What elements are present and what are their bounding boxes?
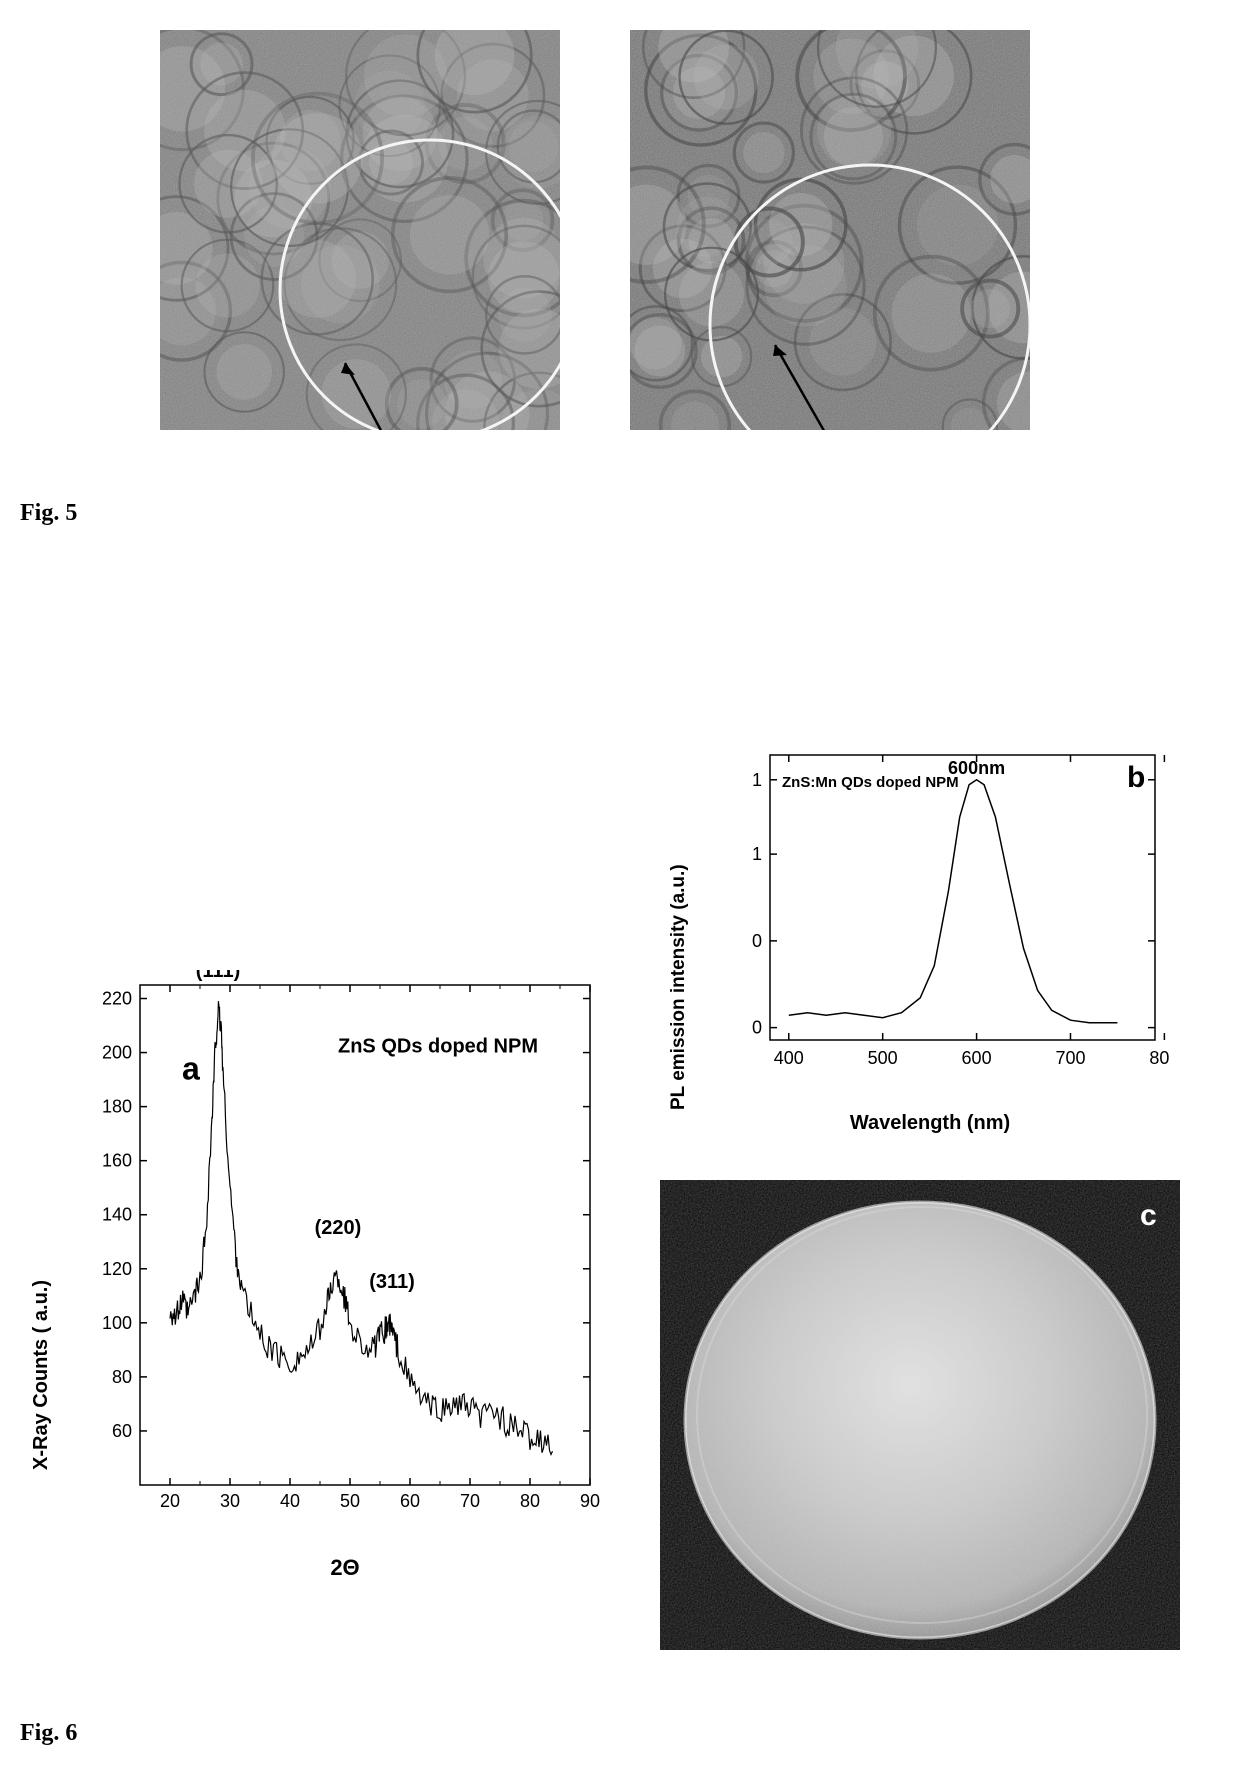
fig5-caption: Fig. 5: [20, 500, 77, 527]
panel-b-ylabel: PL emission intensity (a.u.): [668, 864, 690, 1110]
svg-text:160: 160: [102, 1151, 132, 1171]
svg-text:80: 80: [520, 1491, 540, 1511]
panel-c-image: c: [660, 1180, 1180, 1650]
panel-b: PL emission intensity (a.u.) 400 500 600 70…: [660, 730, 1180, 1160]
svg-text:40: 40: [280, 1491, 300, 1511]
svg-text:140: 140: [102, 1205, 132, 1225]
panel-a: X-Ray Counts ( a.u.) 20 30 40 50 60 70 80 90 60 8…: [20, 960, 620, 1600]
fig6-container: X-Ray Counts ( a.u.) 20 30 40 50 60 70 80 90 60 8…: [20, 730, 1220, 1680]
svg-text:30: 30: [220, 1491, 240, 1511]
svg-text:200: 200: [102, 1043, 132, 1063]
svg-text:100: 100: [102, 1313, 132, 1333]
panel-a-chart: 20 30 40 50 60 70 80 90 60 80 100 120 140 160 180 200 22…: [85, 970, 605, 1530]
svg-text:ZnS:Mn QDs doped NPM: ZnS:Mn QDs doped NPM: [782, 774, 959, 791]
svg-text:0: 0: [752, 1018, 762, 1038]
svg-text:70: 70: [460, 1491, 480, 1511]
svg-text:b: b: [1127, 761, 1145, 794]
svg-text:ZnS QDs doped NPM: ZnS QDs doped NPM: [338, 1036, 538, 1058]
svg-text:90: 90: [580, 1491, 600, 1511]
svg-text:400: 400: [774, 1048, 804, 1068]
fig5-row: [160, 30, 1030, 430]
svg-text:800: 800: [1149, 1048, 1170, 1068]
svg-text:50: 50: [340, 1491, 360, 1511]
svg-text:500: 500: [868, 1048, 898, 1068]
svg-text:0: 0: [752, 931, 762, 951]
svg-text:(311): (311): [369, 1271, 415, 1293]
panel-c: c: [660, 1180, 1180, 1650]
fig6-caption: Fig. 6: [20, 1720, 77, 1747]
panel-b-xlabel: Wavelength (nm): [820, 1112, 1040, 1135]
panel-a-ylabel: X-Ray Counts ( a.u.): [30, 1280, 53, 1470]
micrograph-left: [160, 30, 560, 430]
svg-text:20: 20: [160, 1491, 180, 1511]
panel-a-xlabel: 2Θ: [315, 1555, 375, 1581]
svg-text:80: 80: [112, 1367, 132, 1387]
svg-text:180: 180: [102, 1097, 132, 1117]
svg-text:220: 220: [102, 989, 132, 1009]
svg-text:(111): (111): [196, 970, 240, 982]
svg-text:1: 1: [752, 844, 762, 864]
svg-text:600: 600: [962, 1048, 992, 1068]
svg-text:c: c: [1140, 1199, 1157, 1232]
svg-text:a: a: [182, 1051, 200, 1087]
svg-text:700: 700: [1055, 1048, 1085, 1068]
micrograph-right: [630, 30, 1030, 430]
svg-text:1: 1: [752, 770, 762, 790]
panel-b-chart: 4005006007008000011600nmbZnS:Mn QDs dope…: [720, 740, 1170, 1085]
svg-text:60: 60: [400, 1491, 420, 1511]
svg-text:(220): (220): [315, 1217, 362, 1239]
svg-text:60: 60: [112, 1421, 132, 1441]
svg-text:120: 120: [102, 1259, 132, 1279]
